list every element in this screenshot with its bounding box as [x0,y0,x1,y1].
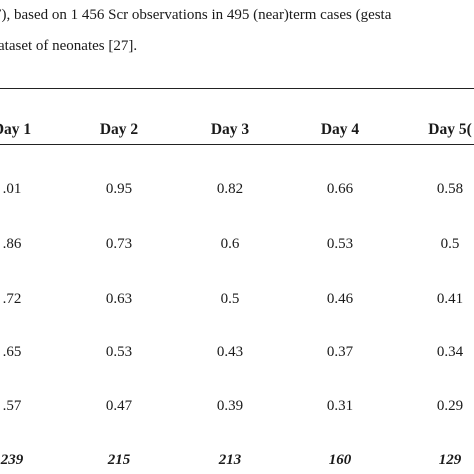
table-cell: 0.34 [436,344,464,360]
table-cell: 0.37 [326,344,354,360]
table-cell: .72 [2,291,22,307]
table-cell: 0.53 [105,344,133,360]
table-cell: 0.31 [326,398,354,414]
table-cell: 0.53 [326,236,354,252]
table-cell: 0.29 [436,398,464,414]
table-cell: 0.82 [216,181,244,197]
column-header-day-5: Day 5( [428,121,472,138]
table-cell: 0.63 [105,291,133,307]
column-header-day-3: Day 3 [210,121,250,138]
total-count-day-1: 239 [0,452,24,468]
table-cell: 0.66 [326,181,354,197]
table-cell: 0.47 [105,398,133,414]
table-cell: 0.5 [220,291,240,307]
caption-line-1: 7), based on 1 456 Scr observations in 4… [0,7,392,23]
table-cell: 0.39 [216,398,244,414]
table-cell: .65 [2,344,22,360]
table-cell: .01 [2,181,22,197]
table-top-rule [0,88,474,89]
table-header-rule [0,144,474,145]
total-count-day-3: 213 [218,452,242,468]
caption-line-2: ataset of neonates [27]. [0,38,138,54]
total-count-day-5: 129 [438,452,462,468]
table-cell: .57 [2,398,22,414]
table-cell: 0.73 [105,236,133,252]
table-cell: 0.5 [440,236,460,252]
table-cell: 0.6 [220,236,240,252]
table-cell: 0.41 [436,291,464,307]
total-count-day-4: 160 [328,452,352,468]
table-cell: .86 [2,236,22,252]
column-header-day-2: Day 2 [99,121,139,138]
column-header-day-4: Day 4 [320,121,360,138]
table-cell: 0.43 [216,344,244,360]
table-cell: 0.95 [105,181,133,197]
table-cell: 0.46 [326,291,354,307]
table-cell: 0.58 [436,181,464,197]
total-count-day-2: 215 [107,452,131,468]
column-header-day-1: Day 1 [0,121,32,138]
